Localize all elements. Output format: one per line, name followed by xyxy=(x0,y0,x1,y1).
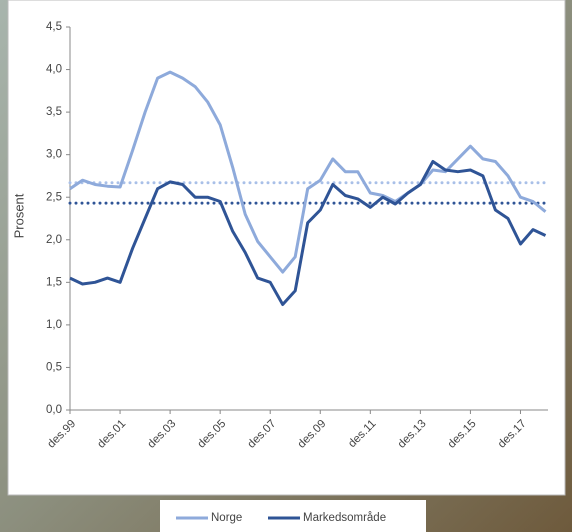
y-tick-label: 3,0 xyxy=(46,149,62,161)
series-line xyxy=(69,70,547,274)
y-tick-label: 4,0 xyxy=(46,64,62,76)
y-tick-label: 1,5 xyxy=(46,276,62,288)
y-tick-label: 0,0 xyxy=(46,404,62,416)
y-tick-label: 1,0 xyxy=(46,319,62,331)
y-axis-title: Prosent xyxy=(11,193,26,238)
y-tick-label: 2,5 xyxy=(46,191,62,203)
y-tick-label: 4,5 xyxy=(46,21,62,33)
series-line xyxy=(69,160,547,306)
legend-panel xyxy=(160,500,426,532)
legend-label: Markedsområde xyxy=(303,512,386,524)
plot-panel xyxy=(7,0,566,496)
legend-label: Norge xyxy=(211,512,242,524)
y-tick-label: 0,5 xyxy=(46,361,62,373)
y-tick-label: 3,5 xyxy=(46,106,62,118)
y-tick-label: 2,0 xyxy=(46,234,62,246)
